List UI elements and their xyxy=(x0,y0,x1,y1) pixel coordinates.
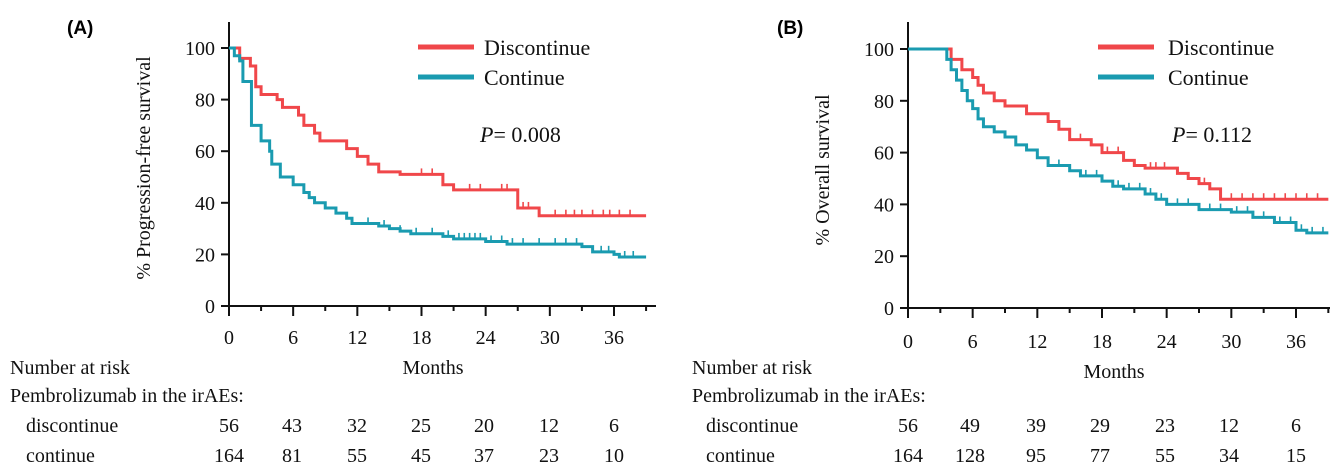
svg-text:P= 0.008: P= 0.008 xyxy=(479,122,561,147)
y-tick-label-a-20: 20 xyxy=(195,244,215,266)
risk-value-continue-b: 164 xyxy=(893,445,923,466)
legend-b: Discontinue Continue xyxy=(1098,35,1274,90)
risk-value-discontinue-a: 43 xyxy=(282,415,302,437)
x-tick-label-b-30: 30 xyxy=(1221,331,1241,353)
risk-value-discontinue-b: 12 xyxy=(1219,415,1239,437)
risk-table-b: Number at risk Pembrolizumab in the irAE… xyxy=(692,357,1306,466)
x-tick-label-b-18: 18 xyxy=(1092,331,1112,353)
risk-row-label-continue-b: continue xyxy=(706,445,775,466)
risk-value-discontinue-b: 29 xyxy=(1090,415,1110,437)
risk-value-continue-a: 81 xyxy=(282,445,302,466)
p-label-b: P xyxy=(1171,122,1185,147)
y-tick-label-b-80: 80 xyxy=(874,91,894,113)
curve-discontinue-b xyxy=(908,47,1329,201)
x-axis-label-b: Months xyxy=(1083,361,1144,383)
risk-value-continue-b: 77 xyxy=(1090,445,1110,466)
panel-label-b: (B) xyxy=(777,18,803,39)
risk-value-continue-a: 37 xyxy=(474,445,494,466)
y-tick-label-a-40: 40 xyxy=(195,193,215,215)
y-tick-label-b-60: 60 xyxy=(874,143,894,165)
y-axis-label-b: % Overall survival xyxy=(812,94,834,246)
curve-continue-b xyxy=(908,47,1329,235)
x-tick-label-a-30: 30 xyxy=(540,327,560,349)
risk-value-continue-b: 55 xyxy=(1155,445,1175,466)
p-value-text-a: = 0.008 xyxy=(493,122,560,147)
risk-table-a: Number at risk Pembrolizumab in the irAE… xyxy=(10,357,624,466)
axes-b: 0 20 40 60 80 100 0 6 12 18 24 30 36 xyxy=(864,22,1330,353)
risk-subheader-b: Pembrolizumab in the irAEs: xyxy=(692,385,926,407)
risk-subheader-a: Pembrolizumab in the irAEs: xyxy=(10,385,244,407)
risk-value-continue-a: 23 xyxy=(539,445,559,466)
y-tick-label-a-80: 80 xyxy=(195,90,215,112)
risk-header-a: Number at risk xyxy=(10,357,130,379)
legend-label-continue-b: Continue xyxy=(1168,65,1249,90)
legend-label-discontinue-b: Discontinue xyxy=(1168,35,1274,60)
curve-continue-a xyxy=(229,46,647,259)
panel-b: (B) % Overall survival Months 0204060801… xyxy=(692,18,1330,466)
x-tick-label-a-36: 36 xyxy=(604,327,624,349)
curves-b xyxy=(908,47,1329,235)
risk-value-discontinue-a: 32 xyxy=(347,415,367,437)
risk-value-continue-a: 164 xyxy=(214,445,244,466)
risk-value-continue-b: 128 xyxy=(955,445,985,466)
risk-value-discontinue-a: 25 xyxy=(411,415,431,437)
svg-text:P= 0.112: P= 0.112 xyxy=(1171,122,1252,147)
x-tick-label-a-6: 6 xyxy=(288,327,298,349)
x-axis-label-a: Months xyxy=(402,357,463,379)
y-tick-label-b-100: 100 xyxy=(864,39,894,61)
risk-value-discontinue-a: 12 xyxy=(539,415,559,437)
panel-label-a: (A) xyxy=(67,18,93,39)
risk-value-continue-b: 34 xyxy=(1219,445,1239,466)
x-tick-label-a-12: 12 xyxy=(347,327,367,349)
curves-a xyxy=(229,46,647,259)
risk-row-label-continue-a: continue xyxy=(26,445,95,466)
x-tick-label-b-12: 12 xyxy=(1027,331,1047,353)
y-tick-label-b-20: 20 xyxy=(874,246,894,268)
risk-value-discontinue-a: 6 xyxy=(609,415,619,437)
risk-value-continue-b: 15 xyxy=(1286,445,1306,466)
panel-a: (A) % Progression-free survival Months 0… xyxy=(10,18,656,466)
x-tick-label-b-6: 6 xyxy=(968,331,978,353)
risk-value-discontinue-a: 20 xyxy=(474,415,494,437)
risk-value-discontinue-a: 56 xyxy=(219,415,239,437)
axes-a: 0 20 40 60 80 100 0 6 12 18 24 30 36 xyxy=(185,22,656,349)
x-tick-label-b-36: 36 xyxy=(1286,331,1306,353)
legend-a: Discontinue Continue xyxy=(418,35,590,90)
p-value-text-b: = 0.112 xyxy=(1185,122,1252,147)
legend-label-continue-a: Continue xyxy=(484,65,565,90)
p-value-a: P= 0.008 xyxy=(479,122,561,147)
y-tick-label-b-0: 0 xyxy=(884,298,894,320)
risk-value-discontinue-b: 49 xyxy=(960,415,980,437)
risk-header-b: Number at risk xyxy=(692,357,812,379)
x-tick-label-a-0: 0 xyxy=(224,327,234,349)
risk-value-continue-a: 55 xyxy=(347,445,367,466)
risk-row-label-discontinue-b: discontinue xyxy=(706,415,798,437)
x-tick-label-b-0: 0 xyxy=(903,331,913,353)
risk-value-discontinue-b: 56 xyxy=(898,415,918,437)
y-tick-label-a-100: 100 xyxy=(185,38,215,60)
risk-value-discontinue-b: 39 xyxy=(1026,415,1046,437)
risk-value-continue-a: 45 xyxy=(411,445,431,466)
risk-value-discontinue-b: 6 xyxy=(1291,415,1301,437)
y-axis-label-a: % Progression-free survival xyxy=(133,56,155,280)
x-tick-label-a-24: 24 xyxy=(476,327,496,349)
y-tick-label-b-40: 40 xyxy=(874,194,894,216)
p-label-a: P xyxy=(479,122,493,147)
x-tick-label-b-24: 24 xyxy=(1157,331,1177,353)
y-tick-label-a-60: 60 xyxy=(195,141,215,163)
risk-value-continue-a: 10 xyxy=(604,445,624,466)
curve-discontinue-a xyxy=(229,46,647,218)
y-tick-label-a-0: 0 xyxy=(205,296,215,318)
x-tick-label-a-18: 18 xyxy=(412,327,432,349)
p-value-b: P= 0.112 xyxy=(1171,122,1252,147)
risk-value-continue-b: 95 xyxy=(1026,445,1046,466)
risk-row-label-discontinue-a: discontinue xyxy=(26,415,118,437)
legend-label-discontinue-a: Discontinue xyxy=(484,35,590,60)
risk-value-discontinue-b: 23 xyxy=(1155,415,1175,437)
